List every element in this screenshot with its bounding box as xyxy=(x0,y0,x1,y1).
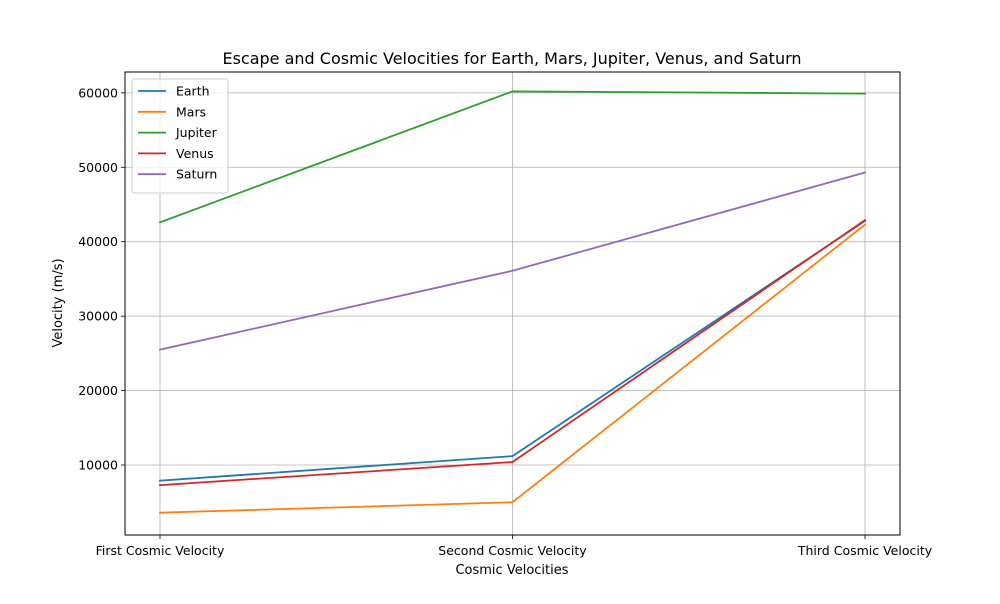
series-line-venus xyxy=(159,218,867,487)
x-axis-ticks: First Cosmic Velocity Second Cosmic Veloc… xyxy=(96,535,933,558)
series-line-earth xyxy=(159,219,867,482)
y-tick-label: 50000 xyxy=(78,160,118,175)
y-tick-label: 30000 xyxy=(78,309,118,324)
x-tick-label: First Cosmic Velocity xyxy=(96,543,225,558)
legend-label-venus: Venus xyxy=(176,146,214,161)
y-axis-label: Velocity (m/s) xyxy=(51,258,66,347)
legend-label-mars: Mars xyxy=(176,104,206,119)
series-line-mars xyxy=(159,223,867,514)
y-axis-ticks: 10000 20000 30000 40000 50000 60000 xyxy=(78,85,125,473)
legend-label-earth: Earth xyxy=(176,84,210,99)
legend-box xyxy=(131,78,229,194)
y-tick-label: 20000 xyxy=(78,383,118,398)
grid-lines xyxy=(125,72,900,535)
y-tick-label: 40000 xyxy=(78,234,118,249)
series-lines xyxy=(158,90,867,514)
chart-title: Escape and Cosmic Velocities for Earth, … xyxy=(222,49,801,68)
x-tick-label: Second Cosmic Velocity xyxy=(438,543,587,558)
x-axis-label: Cosmic Velocities xyxy=(455,563,568,578)
y-tick-label: 60000 xyxy=(78,85,118,100)
legend: Earth Mars Jupiter Venus Saturn xyxy=(131,78,229,194)
series-line-jupiter xyxy=(158,90,866,224)
legend-label-jupiter: Jupiter xyxy=(175,125,218,140)
x-tick-label: Third Cosmic Velocity xyxy=(797,543,933,558)
legend-label-saturn: Saturn xyxy=(176,167,217,182)
y-tick-label: 10000 xyxy=(78,458,118,473)
series-line-saturn xyxy=(158,171,867,351)
